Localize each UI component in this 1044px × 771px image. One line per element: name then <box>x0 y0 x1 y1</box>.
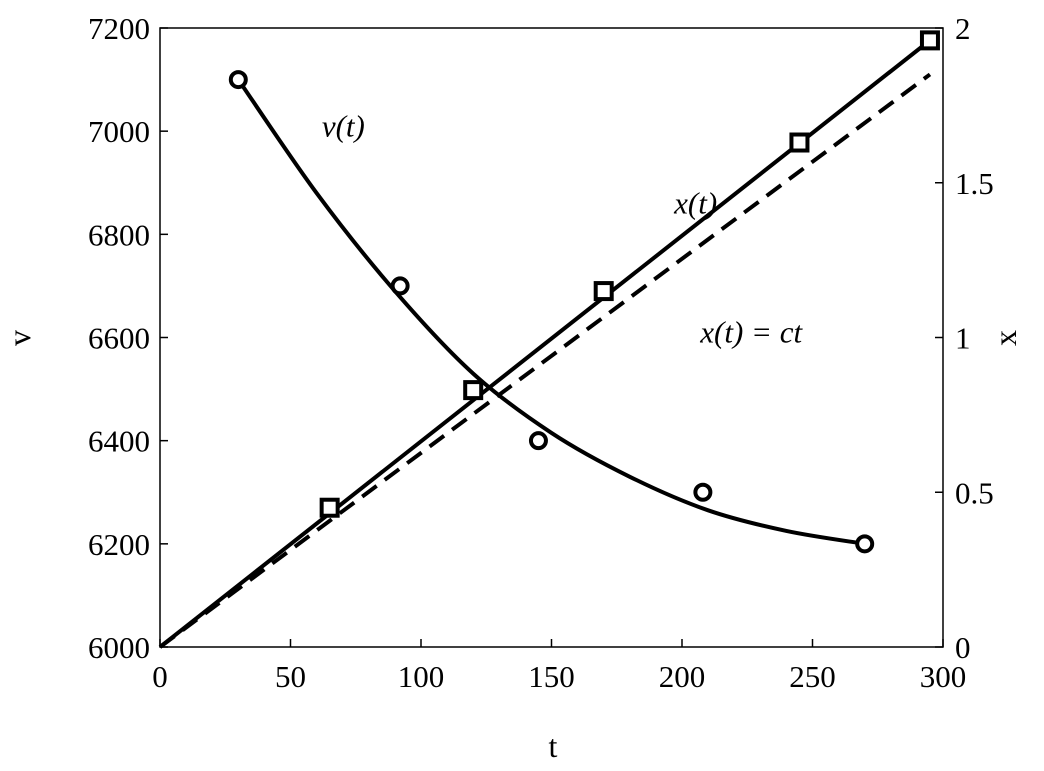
x-tick-label: 0 <box>152 659 168 694</box>
series-annotation: x(t) <box>673 186 717 221</box>
y-right-tick-label: 1.5 <box>955 166 994 201</box>
v-fit-curve <box>236 78 866 546</box>
x-data-point <box>463 380 484 401</box>
x-tick-label: 250 <box>789 659 836 694</box>
y-right-axis-label: x <box>987 330 1023 346</box>
ct-dashed-line <box>158 72 932 649</box>
y-left-tick-label: 7000 <box>88 114 150 149</box>
v-data-point <box>528 431 548 451</box>
y-left-tick-label: 7200 <box>88 11 150 46</box>
x-tick-label: 100 <box>398 659 445 694</box>
y-right-tick-label: 0 <box>955 630 971 665</box>
y-left-tick-label: 6800 <box>88 217 150 252</box>
y-left-tick-label: 6400 <box>88 424 150 459</box>
x-tick-label: 200 <box>659 659 706 694</box>
x-data-point <box>593 281 614 302</box>
y-right-tick-label: 2 <box>955 11 971 46</box>
v-data-point <box>855 534 875 554</box>
annotation-layer: v(t) x(t) x(t) = ct <box>322 108 804 349</box>
y-left-tick-label: 6600 <box>88 321 150 356</box>
plot-axes <box>159 27 944 648</box>
x-data-point <box>319 497 340 518</box>
series-layer <box>158 38 932 649</box>
x-tick-label: 300 <box>920 659 967 694</box>
series-annotation: v(t) <box>322 108 365 143</box>
x-data-point <box>789 132 810 153</box>
x-axis-label: t <box>549 728 558 764</box>
x-data-point <box>919 30 940 51</box>
series-annotation: x(t) = ct <box>699 315 803 350</box>
tick-labels: 0 50 100 150 200 250 300 6000 6200 6400 6600 6800 70… <box>88 11 994 694</box>
v-data-point <box>693 482 713 502</box>
marker-layer <box>228 30 940 554</box>
v-data-point <box>390 276 410 296</box>
x-tick-label: 150 <box>528 659 575 694</box>
y-right-tick-label: 1 <box>955 321 971 356</box>
v-data-point <box>228 70 248 90</box>
y-right-tick-label: 0.5 <box>955 475 994 510</box>
x-tick-label: 50 <box>275 659 306 694</box>
y-left-tick-label: 6200 <box>88 527 150 562</box>
y-left-axis-label: v <box>1 330 37 346</box>
y-left-tick-label: 6000 <box>88 630 150 665</box>
